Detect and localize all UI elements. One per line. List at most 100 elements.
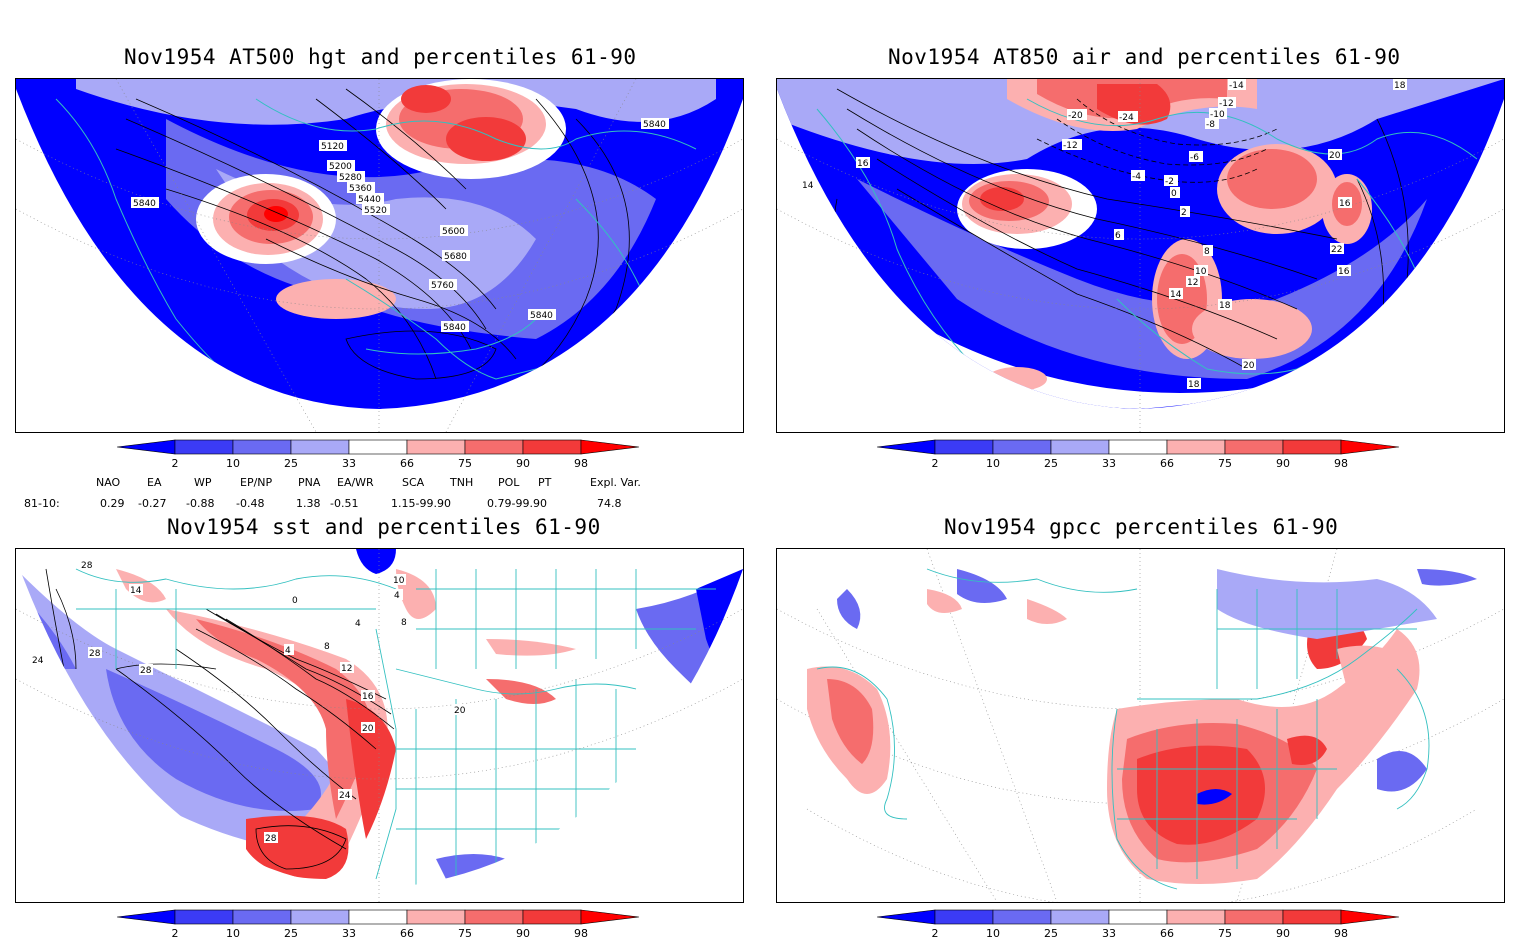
colorbar-segment — [992, 439, 1052, 455]
contour-label: 5360 — [349, 184, 372, 194]
colorbar-tick-label: 25 — [284, 457, 298, 470]
colorbar-tick-label: 25 — [1044, 457, 1058, 470]
colorbar-tick-label: 10 — [986, 927, 1000, 940]
colorbar-segment — [1166, 909, 1226, 925]
colorbar-sst: 2 10 25 33 66 75 90 98 — [117, 909, 640, 940]
contour-label: -4 — [1132, 172, 1141, 182]
contour-label: 5200 — [329, 162, 352, 172]
colorbar-tick-label: 90 — [516, 457, 530, 470]
contour-label: 24 — [339, 791, 351, 801]
contour-label: -2 — [1165, 177, 1174, 187]
panel-title-sst: Nov1954 sst and percentiles 61-90 — [167, 515, 601, 539]
contour-label: -8 — [1206, 120, 1215, 130]
colorbar-tick-label: 90 — [1276, 927, 1290, 940]
contour-label: 18 — [1188, 380, 1200, 390]
colorbar-tick-label: 66 — [400, 927, 414, 940]
contour-label: 16 — [857, 159, 869, 169]
index-value: 1.15-99.90 — [391, 497, 451, 510]
colorbar-tick-label: 98 — [574, 457, 588, 470]
colorbar-tick-label: 66 — [1160, 457, 1174, 470]
map-hgt500: 5120 5200 5280 5360 5440 5520 5600 5680 … — [16, 79, 743, 432]
contour-label: 20 — [1243, 361, 1255, 371]
contour-label: 6 — [1115, 231, 1121, 241]
colorbar-tick-label: 25 — [284, 927, 298, 940]
map-panel-sst: 28 14 24 28 28 4 8 12 16 20 24 28 20 10 … — [15, 548, 744, 903]
colorbar-segment — [1050, 909, 1110, 925]
map-air850: -14 -12 -10 -8 -6 -4 -2 0 2 6 8 10 12 14… — [777, 79, 1504, 432]
index-value: 74.8 — [597, 497, 622, 510]
contour-label: -10 — [1210, 110, 1225, 120]
contour-label: 10 — [1195, 267, 1207, 277]
colorbar-tick-label: 2 — [172, 457, 179, 470]
colorbar-segment — [174, 909, 234, 925]
colorbar-segment — [1340, 909, 1400, 925]
index-value: -0.88 — [186, 497, 215, 510]
colorbar-segment — [174, 439, 234, 455]
index-name: EP/NP — [240, 476, 273, 489]
colorbar-segment — [1340, 439, 1400, 455]
colorbar-segment — [232, 909, 292, 925]
colorbar-tick-label: 33 — [342, 457, 356, 470]
contour-label: 5760 — [431, 281, 454, 291]
panel-title-air850: Nov1954 AT850 air and percentiles 61-90 — [888, 45, 1401, 69]
contour-label: 5280 — [339, 173, 362, 183]
contour-label: 24 — [32, 656, 44, 666]
contour-label: 28 — [89, 649, 101, 659]
colorbar-segment — [877, 909, 936, 925]
colorbar-tick-label: 75 — [458, 927, 472, 940]
colorbar-gpcc: 2 10 25 33 66 75 90 98 — [877, 909, 1400, 940]
contour-label: 14 — [1170, 290, 1182, 300]
colorbar-segment — [1050, 439, 1110, 455]
contour-label: 5840 — [530, 311, 553, 321]
contour-label: 0 — [1171, 189, 1177, 199]
contour-label: 22 — [1331, 245, 1342, 255]
colorbar-segment — [406, 439, 466, 455]
contour-label: 5120 — [321, 142, 344, 152]
colorbar-tick-label: 2 — [932, 927, 939, 940]
colorbar-tick-label: 25 — [1044, 927, 1058, 940]
colorbar-hgt500: 2 10 25 33 66 75 90 98 — [117, 439, 640, 470]
contour-label: 20 — [1329, 151, 1341, 161]
contour-label: 8 — [324, 642, 330, 652]
contour-label: 14 — [130, 586, 142, 596]
contour-label: 16 — [1338, 267, 1350, 277]
colorbar-tick-label: 66 — [1160, 927, 1174, 940]
contour-label: 5840 — [443, 323, 466, 333]
index-value: -0.27 — [138, 497, 167, 510]
colorbar-segment — [580, 439, 640, 455]
colorbar-tick-label: 90 — [1276, 457, 1290, 470]
colorbar-segment — [934, 439, 994, 455]
contour-label: -20 — [1068, 111, 1083, 121]
colorbar-segment — [232, 439, 292, 455]
map-panel-hgt500: 5120 5200 5280 5360 5440 5520 5600 5680 … — [15, 78, 744, 433]
index-name: PNA — [298, 476, 321, 489]
colorbar-segment — [934, 909, 994, 925]
contour-label: 28 — [81, 561, 93, 571]
colorbar-segment — [117, 439, 176, 455]
index-name: WP — [194, 476, 212, 489]
colorbar-tick-label: 66 — [400, 457, 414, 470]
panel-title-hgt500: Nov1954 AT500 hgt and percentiles 61-90 — [124, 45, 637, 69]
map-gpcc — [777, 549, 1504, 902]
index-name: PT — [538, 476, 552, 489]
contour-label: 16 — [362, 692, 374, 702]
contour-label: 28 — [265, 834, 277, 844]
colorbar-segment — [1224, 439, 1284, 455]
colorbar-segment — [1108, 909, 1168, 925]
contour-label: 0 — [292, 596, 298, 606]
colorbar-tick-label: 10 — [986, 457, 1000, 470]
colorbar-segment — [877, 439, 936, 455]
colorbar-tick-label: 33 — [342, 927, 356, 940]
colorbar-segment — [290, 439, 350, 455]
colorbar-segment — [1282, 909, 1342, 925]
index-name: POL — [498, 476, 520, 489]
index-name: SCA — [402, 476, 425, 489]
index-name: EA — [147, 476, 162, 489]
colorbar-tick-label: 98 — [1334, 927, 1348, 940]
colorbar-segment — [464, 439, 524, 455]
colorbar-tick-label: 90 — [516, 927, 530, 940]
contour-label: 5680 — [444, 252, 467, 262]
index-value: -0.48 — [236, 497, 265, 510]
colorbar-tick-label: 33 — [1102, 457, 1116, 470]
colorbar-tick-label: 2 — [172, 927, 179, 940]
